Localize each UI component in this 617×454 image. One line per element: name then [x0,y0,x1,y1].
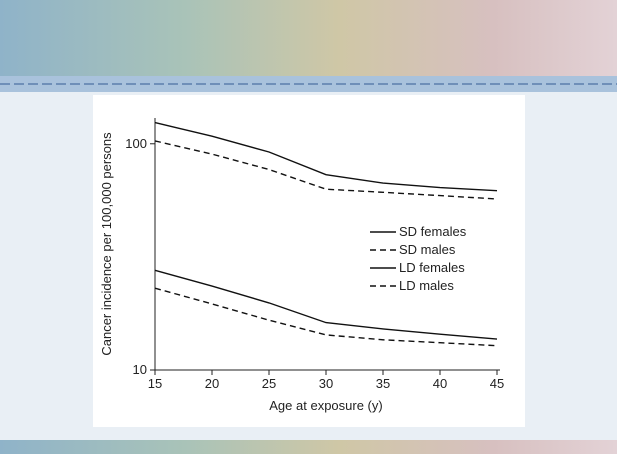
x-axis-label: Age at exposure (y) [269,398,382,413]
legend-label: SD males [399,242,456,257]
y-axis-label: Cancer incidence per 100,000 persons [99,132,114,356]
x-tick-label: 25 [262,376,276,391]
chart: Cancer incidence per 100,000 persons Age… [99,118,504,413]
footer-band [0,440,617,454]
series-line [154,121,498,192]
x-tick-label: 30 [319,376,333,391]
chart-panel [93,95,525,427]
x-tick-label: 40 [433,376,447,391]
x-tick-label: 15 [148,376,162,391]
legend-label: LD males [399,278,454,293]
series-line [154,287,498,347]
legend-label: SD females [399,224,467,239]
legend-label: LD females [399,260,465,275]
series-line [154,269,498,340]
x-tick-label: 45 [490,376,504,391]
x-tick-label: 35 [376,376,390,391]
y-tick-label: 100 [125,136,147,151]
y-tick-label: 10 [133,362,147,377]
banner [0,0,617,76]
x-tick-label: 20 [205,376,219,391]
series-line [154,140,498,200]
